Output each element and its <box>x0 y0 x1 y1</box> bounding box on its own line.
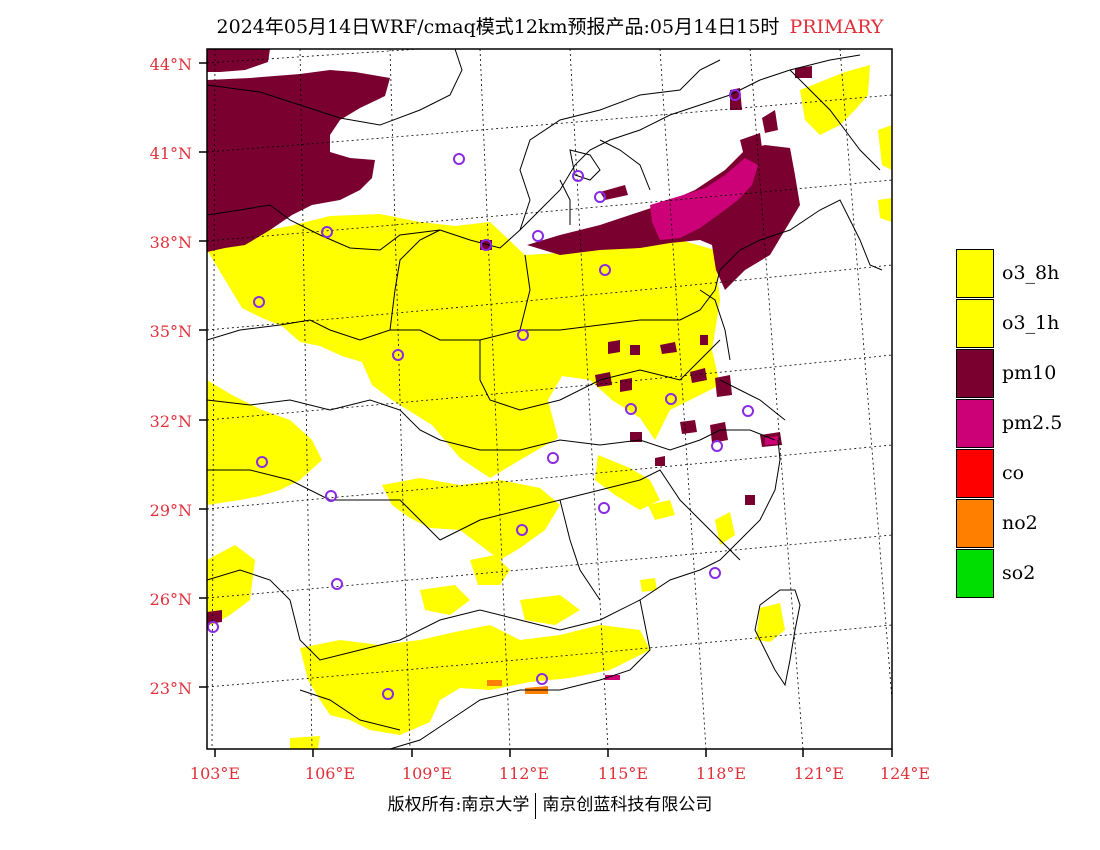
map-title-main: 2024年05月14日WRF/cmaq模式12km预报产品:05月14日15时 <box>216 16 780 38</box>
map-title: 2024年05月14日WRF/cmaq模式12km预报产品:05月14日15时 P… <box>0 12 1100 39</box>
lat-label: 32°N <box>149 412 192 431</box>
lat-label: 26°N <box>149 590 192 609</box>
legend-label: so2 <box>1002 562 1036 584</box>
legend-label: pm2.5 <box>1002 412 1063 434</box>
graticule <box>207 49 892 749</box>
legend-swatch <box>956 449 994 498</box>
copyright: 版权所有:南京大学 南京创蓝科技有限公司 <box>0 790 1100 819</box>
legend-swatch <box>956 249 994 298</box>
lat-label: 29°N <box>149 501 192 520</box>
legend-label: no2 <box>1002 512 1038 534</box>
lat-label: 41°N <box>149 144 192 163</box>
stations <box>207 89 754 700</box>
legend-label: o3_8h <box>1002 262 1060 284</box>
pm25-area <box>605 158 778 680</box>
legend-label: pm10 <box>1002 362 1057 384</box>
lon-label: 118°E <box>695 764 747 783</box>
lon-label: 106°E <box>304 764 356 783</box>
boundaries <box>207 49 883 749</box>
legend-swatch <box>956 299 994 348</box>
lon-label: 103°E <box>189 764 241 783</box>
o3-area <box>207 65 892 749</box>
lon-label: 115°E <box>597 764 649 783</box>
copyright-left: 版权所有:南京大学 <box>387 795 530 815</box>
lon-label: 121°E <box>793 764 845 783</box>
lat-label: 38°N <box>149 233 192 252</box>
map-frame <box>206 48 893 750</box>
copyright-separator <box>535 792 537 819</box>
axis-ticks <box>199 62 893 757</box>
legend-swatch <box>956 399 994 448</box>
legend-label: o3_1h <box>1002 312 1060 334</box>
primary-tag: PRIMARY <box>789 16 884 38</box>
legend-swatch <box>956 499 994 548</box>
lon-label: 109°E <box>401 764 453 783</box>
lon-label: 124°E <box>879 764 931 783</box>
legend-label: co <box>1002 462 1025 484</box>
lon-label: 112°E <box>498 764 550 783</box>
lat-label: 44°N <box>149 55 192 74</box>
copyright-right: 南京创蓝科技有限公司 <box>542 795 713 815</box>
lat-label: 35°N <box>149 322 192 341</box>
legend-swatch <box>956 549 994 598</box>
legend-swatch <box>956 349 994 398</box>
lat-label: 23°N <box>149 679 192 698</box>
